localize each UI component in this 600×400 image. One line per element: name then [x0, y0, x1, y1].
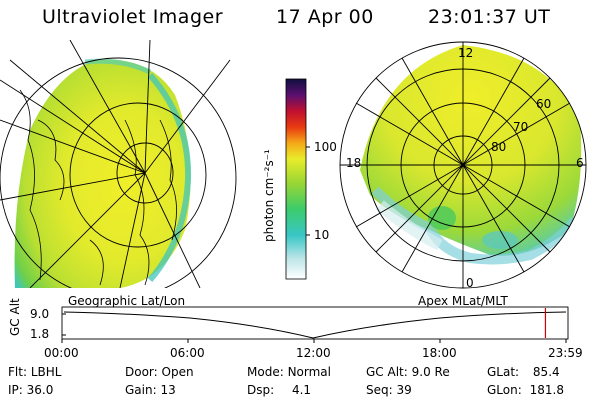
- glon-label: GLon:: [487, 383, 522, 397]
- filter-value: LBHL: [30, 365, 62, 379]
- colorbar-unit: photon cm⁻²s⁻¹: [262, 149, 276, 242]
- gcalt-label: GC Alt:: [366, 365, 408, 379]
- gcalt-value: 9.0 Re: [411, 365, 450, 379]
- filter-label: Flt:: [8, 365, 27, 379]
- timeline-xtick-2359: 23:59: [548, 346, 583, 360]
- glat-info: GLat: 85.4: [487, 365, 560, 379]
- date-label: 17 Apr 00: [276, 6, 374, 28]
- glat-label: GLat:: [487, 365, 520, 379]
- dsp-value: 4.1: [291, 383, 312, 397]
- seq-value: 39: [396, 383, 412, 397]
- gain-label: Gain:: [125, 383, 157, 397]
- mlt-label-6: 6: [576, 156, 584, 170]
- dsp-label: Dsp:: [247, 383, 275, 397]
- mlt-label-0: 0: [466, 276, 474, 290]
- timeline-xtick-1800: 18:00: [422, 346, 457, 360]
- gain-info: Gain: 13: [125, 383, 176, 397]
- timeline-ytick-max: 9.0: [30, 307, 50, 321]
- gain-value: 13: [160, 383, 176, 397]
- mode-value: Normal: [287, 365, 331, 379]
- timeline-ytick-min: 1.8: [30, 327, 50, 341]
- colorbar-label-100: 100: [314, 140, 337, 154]
- mode-label: Mode:: [247, 365, 284, 379]
- seq-info: Seq: 39: [366, 383, 412, 397]
- dsp-info: Dsp: 4.1: [247, 383, 311, 397]
- left-panel-caption: Geographic Lat/Lon: [68, 294, 186, 308]
- mlt-label-12: 12: [458, 46, 474, 60]
- timeline-xtick-0600: 06:00: [170, 346, 205, 360]
- glat-value: 85.4: [532, 365, 560, 379]
- timeline-xtick-0000: 00:00: [44, 346, 79, 360]
- timeline-ylabel: GC Alt: [8, 298, 22, 336]
- colorbar: [285, 78, 307, 280]
- door-info: Door: Open: [125, 365, 194, 379]
- time-label: 23:01:37 UT: [428, 6, 551, 28]
- gcalt-info: GC Alt: 9.0 Re: [366, 365, 450, 379]
- door-label: Door:: [125, 365, 158, 379]
- glon-info: GLon: 181.8: [487, 383, 564, 397]
- right-panel-caption: Apex MLat/MLT: [418, 294, 508, 308]
- seq-label: Seq:: [366, 383, 393, 397]
- altitude-timeline: [61, 306, 569, 343]
- mlat-label-70: 70: [513, 120, 529, 134]
- door-value: Open: [161, 365, 194, 379]
- ip-label: IP:: [8, 383, 23, 397]
- polar-grid: [339, 41, 587, 289]
- mlat-label-80: 80: [491, 140, 507, 154]
- ip-value: 36.0: [26, 383, 54, 397]
- mlat-label-60: 60: [536, 97, 552, 111]
- ip-info: IP: 36.0: [8, 383, 53, 397]
- timeline-xtick-1200: 12:00: [296, 346, 331, 360]
- colorbar-label-10: 10: [314, 228, 330, 242]
- mlt-label-18: 18: [346, 156, 362, 170]
- geographic-image: [0, 40, 237, 288]
- mode-info: Mode: Normal: [247, 365, 331, 379]
- app-title: Ultraviolet Imager: [42, 6, 224, 28]
- filter-info: Flt: LBHL: [8, 365, 61, 379]
- glon-value: 181.8: [529, 383, 564, 397]
